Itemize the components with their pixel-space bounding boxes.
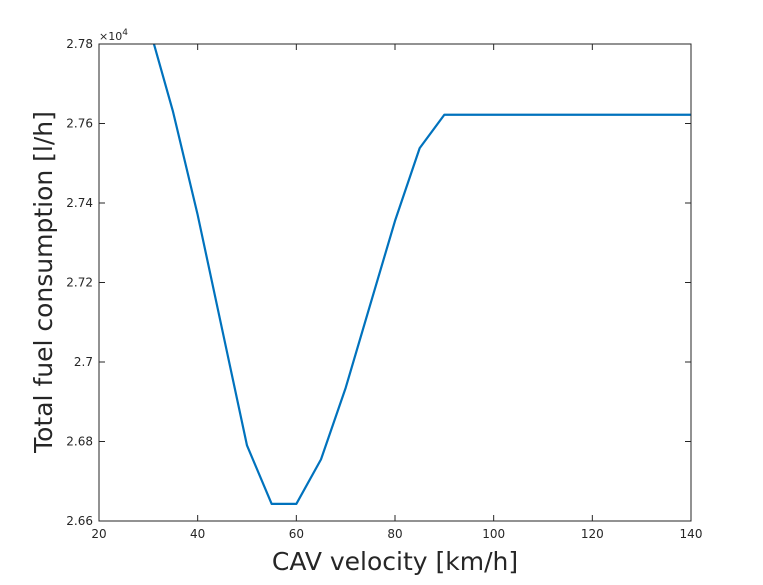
x-tick-label: 20 [91,527,106,541]
x-axis-label: CAV velocity [km/h] [272,547,518,576]
series-line [152,44,691,506]
y-axis-exponent: ×104 [99,28,128,43]
series-layer [152,44,691,506]
x-tick-label: 120 [581,527,604,541]
x-tick-labels: 20 40 60 80 100 120 140 [91,527,702,541]
y-tick-label: 2.66 [66,514,93,528]
y-axis-exponent-power: 4 [122,28,128,38]
y-tick-label: 2.72 [66,276,93,290]
y-tick-label: 2.68 [66,435,93,449]
y-tick-label: 2.7 [74,355,93,369]
axes-box [98,43,692,522]
y-tick-label: 2.76 [66,117,93,131]
x-tick-label: 140 [680,527,703,541]
plot-area [99,44,691,521]
y-tick-labels: 2.66 2.68 2.7 2.72 2.74 2.76 2.78 [66,37,93,528]
y-tick-label: 2.74 [66,196,93,210]
y-tick-label: 2.78 [66,37,93,51]
x-tick-label: 100 [482,527,505,541]
y-axis-label: Total fuel consumption [l/h] [29,111,58,454]
x-tick-label: 60 [289,527,304,541]
y-axis-exponent-base: ×10 [99,30,122,43]
x-tick-label: 80 [387,527,402,541]
x-tick-label: 40 [190,527,205,541]
